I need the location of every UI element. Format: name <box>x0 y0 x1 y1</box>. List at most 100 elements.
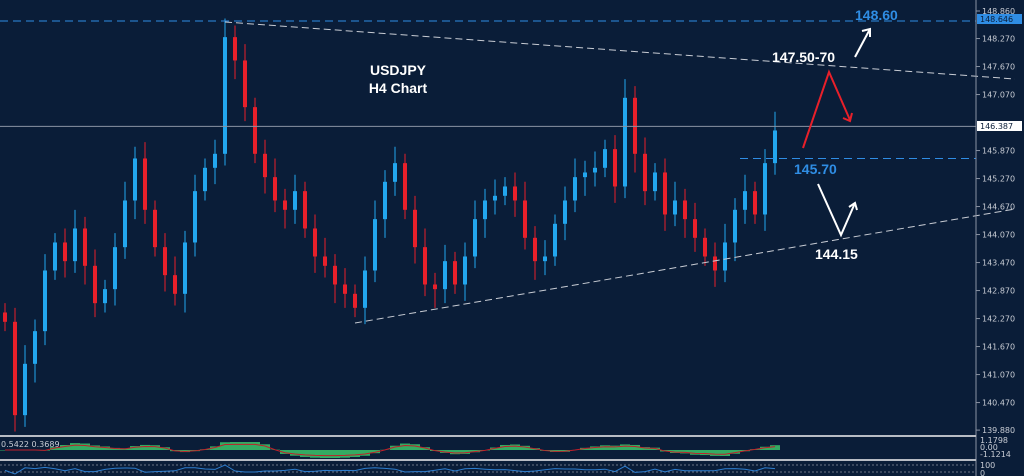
macd-tick: 1.1798 <box>980 436 1008 445</box>
upper-level-label: 148.646 <box>980 15 1013 24</box>
bull-candle <box>763 163 767 215</box>
bear-candle <box>353 293 357 308</box>
bear-candle <box>703 237 707 257</box>
macd-bar <box>240 442 250 450</box>
y-tick-label: 142.870 <box>982 287 1015 296</box>
arrow-white-path-icon <box>817 183 856 238</box>
bear-candle <box>413 209 417 248</box>
annotation-147-50-70: 147.50-70 <box>772 49 835 65</box>
macd-bar <box>370 450 380 454</box>
bull-candle <box>373 219 377 271</box>
bull-candle <box>43 270 47 332</box>
bear-candle <box>403 163 407 210</box>
bear-candle <box>683 200 687 220</box>
bull-candle <box>603 149 607 168</box>
bull-candle <box>733 209 737 243</box>
bear-candle <box>3 312 7 322</box>
y-tick-label: 139.880 <box>982 426 1015 435</box>
arrow-up-white-icon <box>854 28 871 58</box>
bull-candle <box>583 172 587 178</box>
bear-candle <box>433 284 437 290</box>
bull-candle <box>723 242 727 271</box>
annotation-144-15: 144.15 <box>815 246 858 262</box>
bull-candle <box>563 200 567 224</box>
y-tick-label: 147.070 <box>982 91 1015 100</box>
y-tick-label: 144.070 <box>982 231 1015 240</box>
bull-candle <box>203 167 207 192</box>
macd-bar <box>160 447 170 450</box>
macd-bar <box>440 450 450 453</box>
oscillator-line <box>4 464 776 475</box>
macd-bar <box>350 450 360 457</box>
bull-candle <box>183 242 187 294</box>
osc-tick: 100 <box>980 461 995 470</box>
bull-candle <box>33 331 37 364</box>
bear-candle <box>63 242 67 262</box>
arrowhead-icon <box>842 112 853 123</box>
macd-bar <box>710 450 720 456</box>
current-price-tag <box>977 121 1022 131</box>
macd-bar <box>220 442 230 450</box>
macd-bar <box>700 450 710 456</box>
bull-candle <box>213 153 217 168</box>
bear-candle <box>263 153 267 178</box>
bear-candle <box>153 209 157 248</box>
bear-candle <box>233 37 237 61</box>
macd-bar <box>290 450 300 456</box>
bear-candle <box>693 219 697 238</box>
bear-candle <box>303 191 307 229</box>
bull-candle <box>773 130 777 164</box>
bear-candle <box>283 200 287 210</box>
bear-candle <box>613 149 617 187</box>
macd-bar <box>770 445 780 450</box>
macd-bar <box>230 442 240 450</box>
osc-tick: 0 <box>980 469 985 476</box>
macd-bar <box>100 446 110 450</box>
macd-bar <box>630 444 640 450</box>
macd-bar <box>260 444 270 450</box>
y-tick-label: 143.470 <box>982 259 1015 268</box>
macd-bar <box>450 450 460 455</box>
bear-candle <box>343 284 347 294</box>
macd-values: 0.5422 0.3689 <box>1 440 60 449</box>
bull-candle <box>133 158 137 201</box>
macd-bar <box>720 450 730 456</box>
bear-candle <box>513 186 517 201</box>
macd-bar <box>680 450 690 454</box>
macd-bar <box>500 444 510 450</box>
bear-candle <box>253 107 257 154</box>
macd-bar <box>150 445 160 450</box>
y-tick-label: 145.270 <box>982 175 1015 184</box>
oscillator-panel <box>0 464 976 475</box>
macd-panel <box>0 442 780 458</box>
bull-candle <box>493 195 497 201</box>
macd-bar <box>320 450 330 458</box>
bull-candle <box>123 200 127 248</box>
macd-bar <box>60 445 70 450</box>
macd-bar <box>590 446 600 450</box>
macd-bar <box>360 450 370 456</box>
macd-bar <box>340 450 350 458</box>
y-tick-label: 140.470 <box>982 399 1015 408</box>
chart-subtitle: H4 Chart <box>369 80 428 96</box>
chart-title: USDJPY <box>370 62 427 78</box>
macd-bar <box>210 446 220 450</box>
bull-candle <box>593 167 597 173</box>
macd-bar <box>90 445 100 450</box>
bear-candle <box>523 200 527 238</box>
macd-bar <box>420 447 430 450</box>
macd-signal-line <box>5 443 776 457</box>
bear-candle <box>93 265 97 304</box>
macd-bar <box>410 444 420 450</box>
bull-candle <box>383 181 387 220</box>
macd-bar <box>130 446 140 450</box>
macd-bar <box>390 445 400 450</box>
bear-candle <box>713 256 717 271</box>
macd-bar <box>50 447 60 450</box>
bull-candle <box>623 97 627 187</box>
bear-candle <box>173 275 177 294</box>
bull-candle <box>473 219 477 257</box>
bull-candle <box>53 242 57 271</box>
arrow-red-path-icon <box>802 69 851 149</box>
